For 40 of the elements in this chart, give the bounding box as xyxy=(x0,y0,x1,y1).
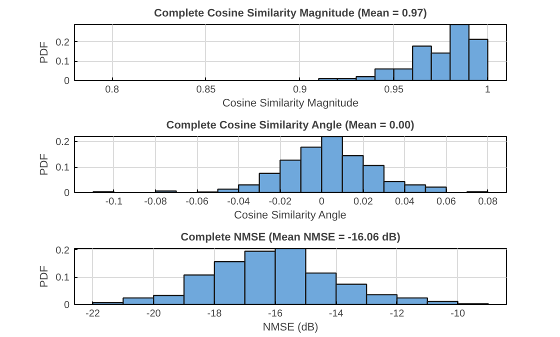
x-tick-label: 0.04 xyxy=(395,196,415,208)
y-tick-label: 0 xyxy=(64,300,70,311)
x-tick-label: 0.06 xyxy=(436,196,456,208)
x-tick-label: -0.08 xyxy=(144,196,168,208)
y-tick-label: 0.1 xyxy=(56,162,70,174)
x-tick-label: -22 xyxy=(86,308,100,320)
x-tick-label: 1 xyxy=(484,84,491,96)
x-tick-label: -0.02 xyxy=(268,196,292,208)
x-tick-label: 0.95 xyxy=(384,84,404,96)
x-axis-title: NMSE (dB) xyxy=(262,322,318,334)
y-tick-label: 0.2 xyxy=(56,245,70,256)
x-tick-label: 0 xyxy=(318,196,325,208)
x-tick-label: -20 xyxy=(146,308,162,320)
x-tick-label: -16 xyxy=(268,308,283,320)
x-tick-label: -0.1 xyxy=(105,196,124,208)
x-axis-title: Cosine Similarity Magnitude xyxy=(222,98,359,110)
x-tick-label: -14 xyxy=(328,308,344,320)
x-tick-label: -18 xyxy=(207,308,222,320)
x-tick-label: 0.02 xyxy=(353,196,374,208)
y-axis-title: PDF xyxy=(38,265,51,288)
x-tick-label: -10 xyxy=(450,308,466,320)
chart-title: Complete Cosine Similarity Magnitude (Mean = 0.97) xyxy=(154,8,428,20)
y-tick-label: 0.2 xyxy=(56,37,70,48)
y-tick-label: 0 xyxy=(64,188,70,199)
x-tick-label: 0.85 xyxy=(196,84,216,96)
y-tick-label: 0 xyxy=(64,76,70,87)
x-tick-label: 0.08 xyxy=(478,196,498,208)
y-axis-title: PDF xyxy=(38,41,51,64)
x-tick-label: -12 xyxy=(390,308,405,320)
chart-title: Complete Cosine Similarity Angle (Mean = 0.00) xyxy=(166,120,415,132)
x-tick-label: 0.8 xyxy=(105,84,120,96)
chart-title: Complete NMSE (Mean NMSE = -16.06 dB) xyxy=(180,232,401,244)
x-tick-label: 0.9 xyxy=(292,84,308,96)
x-axis-title: Cosine Similarity Angle xyxy=(234,210,346,222)
y-axis-title: PDF xyxy=(38,153,51,176)
y-tick-label: 0.1 xyxy=(56,56,70,68)
x-tick-label: -0.04 xyxy=(227,196,250,208)
y-tick-label: 0.1 xyxy=(56,272,70,284)
x-tick-label: -0.06 xyxy=(186,196,209,208)
y-tick-label: 0.2 xyxy=(56,137,70,148)
